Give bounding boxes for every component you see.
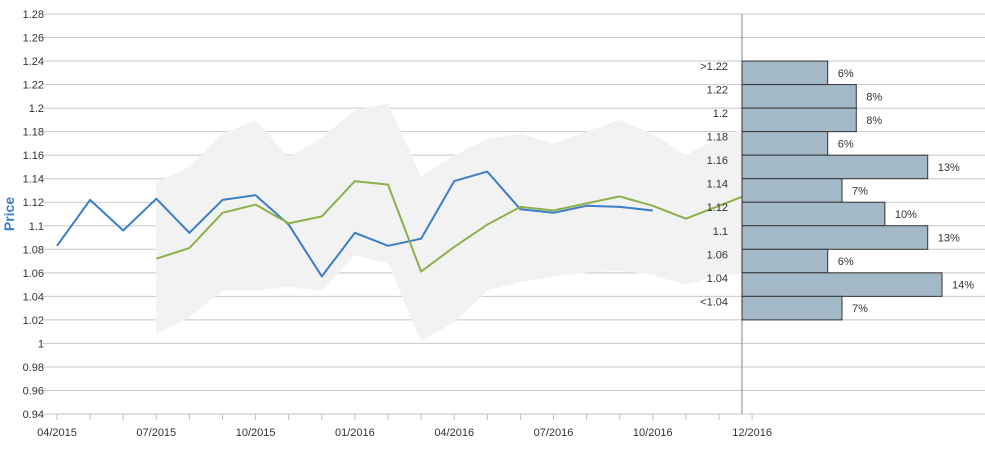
histogram-bar	[741, 295, 843, 321]
histogram-bin-label: 1.2	[713, 108, 728, 120]
histogram-bin-label: 1.12	[707, 202, 728, 214]
histogram-percent-label: 14%	[952, 280, 974, 292]
histogram-bar	[741, 225, 929, 250]
forecast-band-area	[156, 103, 753, 342]
histogram-percent-label: 10%	[895, 209, 917, 221]
distribution-histogram: >1.22 6% 1.22 8% 1.2 8% 1.18 6% 1.16 13% 1.14 7% 1.1…	[700, 60, 974, 321]
series-lines	[56, 170, 753, 278]
histogram-bar	[741, 154, 929, 180]
y-tick-label: 1.04	[23, 291, 44, 303]
histogram-bin-label: <1.04	[700, 296, 728, 308]
y-tick-label: 1.08	[23, 244, 44, 256]
histogram-bin-label: 1.04	[707, 273, 728, 285]
x-tick-label: 12/2016	[732, 427, 772, 439]
y-tick-label: 1.1	[29, 221, 44, 233]
y-tick-label: 1.02	[23, 315, 44, 327]
y-tick-label: 1.14	[23, 174, 44, 186]
forecast-price-line	[155, 180, 753, 273]
x-tick-label: 07/2015	[136, 427, 176, 439]
y-tick-label: 1.28	[23, 9, 44, 21]
y-tick-label: 1.16	[23, 150, 44, 162]
y-tick-label: 0.96	[23, 385, 44, 397]
histogram-bin-label: >1.22	[700, 61, 728, 73]
histogram-bar	[741, 131, 829, 156]
histogram-bar	[741, 248, 829, 274]
histogram-percent-label: 13%	[938, 162, 960, 174]
y-tick-label: 1.12	[23, 197, 44, 209]
y-axis-title: Price	[1, 197, 17, 231]
y-tick-label: 1.2	[29, 103, 44, 115]
y-tick-label: 1.22	[23, 80, 44, 92]
histogram-bin-label: 1.14	[707, 179, 728, 191]
forecast-range-band	[156, 103, 753, 342]
histogram-bar	[741, 107, 857, 133]
x-tick-label: 04/2016	[434, 427, 474, 439]
y-tick-label: 1	[38, 338, 44, 350]
histogram-bar	[741, 201, 886, 227]
x-tick-label: 10/2016	[633, 427, 673, 439]
histogram-percent-label: 6%	[838, 138, 854, 150]
histogram-percent-label: 13%	[938, 233, 960, 245]
histogram-bar	[741, 60, 829, 86]
histogram-bar	[741, 178, 843, 203]
histogram-percent-label: 6%	[838, 68, 854, 80]
actual-price-line	[56, 170, 653, 278]
x-axis: 04/2015 07/2015 10/2015 01/2016 04/2016 07/20…	[37, 413, 772, 439]
y-tick-label: 1.24	[23, 56, 44, 68]
histogram-bin-label: 1.22	[707, 85, 728, 97]
x-tick-label: 10/2015	[236, 427, 276, 439]
y-tick-label: 1.26	[23, 33, 44, 45]
y-tick-label: 0.94	[23, 409, 44, 421]
y-tick-label: 1.06	[23, 268, 44, 280]
histogram-percent-label: 6%	[838, 256, 854, 268]
y-tick-label: 1.18	[23, 127, 44, 139]
histogram-bin-label: 1.06	[707, 249, 728, 261]
y-axis: 0.94 0.96 0.98 1 1.02 1.04 1.06 1.08 1.1 1.12 1.14…	[23, 9, 44, 421]
x-tick-label: 01/2016	[335, 427, 375, 439]
histogram-bin-label: 1.16	[707, 155, 728, 167]
histogram-percent-label: 8%	[866, 91, 882, 103]
y-tick-label: 0.98	[23, 362, 44, 374]
histogram-percent-label: 7%	[852, 185, 868, 197]
histogram-percent-label: 8%	[866, 115, 882, 127]
histogram-bin-label: 1.1	[713, 226, 728, 238]
histogram-percent-label: 7%	[852, 303, 868, 315]
x-tick-label: 07/2016	[534, 427, 574, 439]
histogram-bar	[741, 272, 943, 297]
histogram-bar	[741, 84, 857, 109]
x-tick-label: 04/2015	[37, 427, 77, 439]
histogram-bin-label: 1.18	[707, 132, 728, 144]
